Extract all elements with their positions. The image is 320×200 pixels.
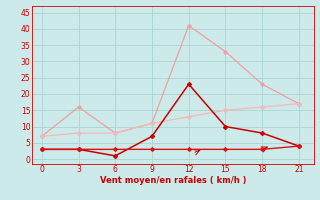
X-axis label: Vent moyen/en rafales ( km/h ): Vent moyen/en rafales ( km/h )	[100, 176, 246, 185]
